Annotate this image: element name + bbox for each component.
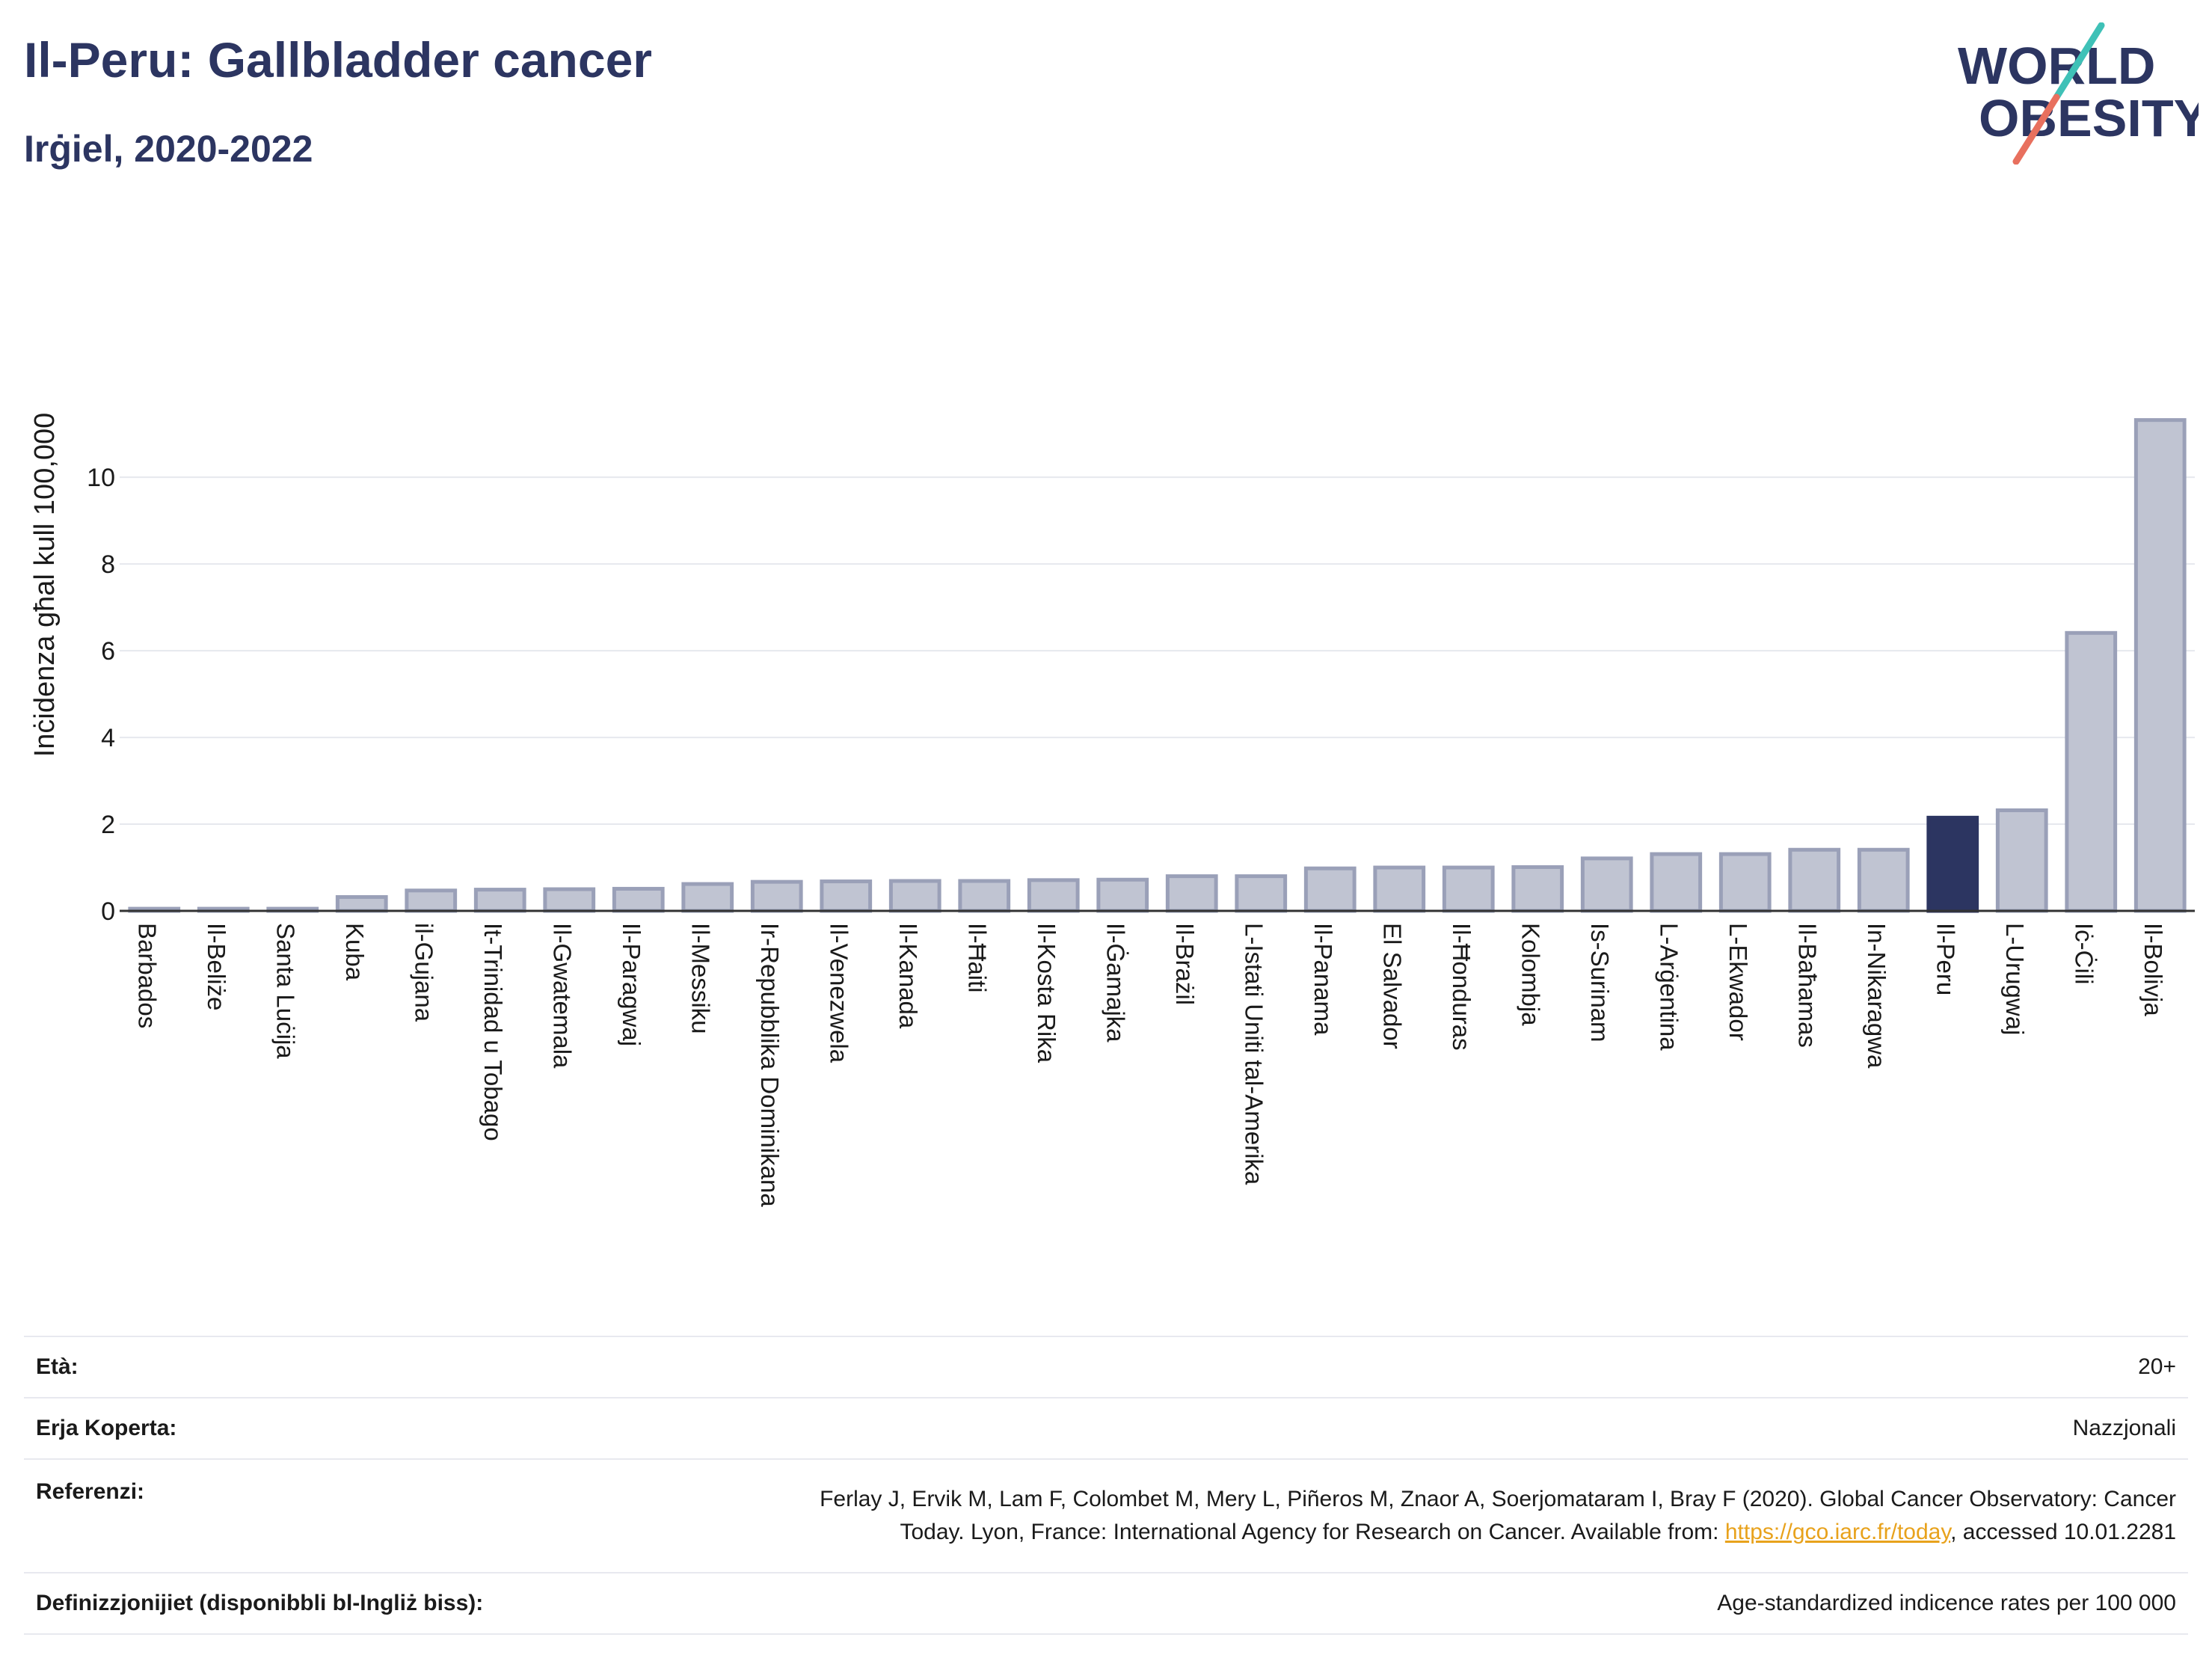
- y-tick-label: 10: [87, 464, 115, 492]
- meta-coverage-label: Erja Koperta:: [24, 1397, 575, 1460]
- bar-3: [335, 894, 388, 913]
- reference-link[interactable]: https://gco.iarc.fr/today: [1724, 1520, 1951, 1544]
- reference-text-3: , accessed 10.01.2281: [1950, 1520, 2176, 1544]
- x-tick-label: In-Nikaragwa: [1863, 923, 1890, 1069]
- x-tick-label: L-Arġentina: [1656, 923, 1683, 1051]
- y-tick-label: 0: [101, 897, 115, 926]
- bar-19: [1442, 865, 1495, 913]
- y-axis-label: Inċidenza għal kull 100,000: [29, 413, 61, 758]
- x-tick-label: Il-Paragwaj: [618, 923, 645, 1046]
- meta-coverage-value: Nazzjonali: [574, 1397, 2188, 1460]
- bar-18: [1373, 865, 1426, 913]
- bar-29: [2133, 418, 2187, 913]
- x-tick-label: Il-Brażil: [1171, 923, 1199, 1005]
- x-tick-label: It-Trinidad u Tobago: [479, 923, 507, 1141]
- x-tick-label: Il-Kanada: [894, 923, 922, 1029]
- bar-14: [1096, 877, 1149, 913]
- x-tick-label: Barbados: [134, 923, 162, 1028]
- x-tick-label: Kuba: [341, 923, 369, 981]
- bar-20: [1511, 865, 1564, 913]
- x-tick-label: Il-Gwatemala: [549, 923, 577, 1069]
- logo-slash-teal: [2053, 22, 2105, 101]
- bar-26: [1926, 815, 1979, 913]
- bar-5: [473, 888, 526, 913]
- bar-8: [681, 882, 734, 913]
- bar-16: [1235, 874, 1288, 913]
- logo-text-obesity: OBESITY: [1979, 89, 2199, 147]
- bar-15: [1165, 874, 1218, 913]
- bar-27: [1995, 808, 2048, 913]
- logo-text-world: WORLD: [1958, 37, 2155, 95]
- x-tick-label: Il-Ħaiti: [964, 923, 992, 993]
- x-tick-label: Is-Surinam: [1586, 923, 1614, 1043]
- bar-13: [1027, 878, 1080, 913]
- meta-age-label: Età:: [24, 1336, 575, 1398]
- x-tick-label: Ir-Repubblika Dominikana: [756, 923, 784, 1207]
- bar-6: [543, 887, 596, 913]
- grid-lines: [120, 476, 2195, 826]
- bar-chart: 0 2 4 6 8 10 Barbados Il-Beliże Santa Luċija Kub…: [29, 413, 2195, 1207]
- x-tick-label: L-Ekwador: [1724, 923, 1752, 1041]
- bar-17: [1303, 866, 1357, 913]
- x-tick-label: Il-Venezwela: [826, 923, 853, 1063]
- meta-row-age: Età: 20+: [24, 1336, 2188, 1398]
- bar-28: [2065, 630, 2118, 913]
- bar-9: [750, 879, 803, 913]
- x-tick-label: Iċ-Ċili: [2071, 923, 2098, 984]
- x-tick-label: El Salvador: [1379, 923, 1407, 1049]
- y-tick-label: 6: [101, 637, 115, 666]
- x-tick-label: Il-Panama: [1309, 923, 1337, 1036]
- meta-row-definitions: Definizzjonijiet (disponibbli bl-Ingliż …: [24, 1572, 2188, 1635]
- bar-24: [1788, 847, 1841, 913]
- bar-23: [1718, 852, 1772, 913]
- bar-4: [405, 888, 458, 913]
- x-tick-label: Il-Ġamajka: [1102, 923, 1130, 1043]
- page-title: Il-Peru: Gallbladder cancer: [24, 32, 652, 87]
- meta-reference-value: Ferlay J, Ervik M, Lam F, Colombet M, Me…: [574, 1458, 2188, 1573]
- logo-slash-coral: [2012, 93, 2060, 165]
- page-subtitle: Irġiel, 2020-2022: [24, 128, 313, 170]
- x-tick-label: L-Urugwaj: [2001, 923, 2029, 1035]
- x-tick-label: Il-Bolivja: [2139, 923, 2167, 1016]
- y-tick-labels: 0 2 4 6 8 10: [87, 464, 115, 926]
- x-tick-label: Kolombja: [1517, 923, 1545, 1026]
- bar-21: [1580, 856, 1633, 913]
- metadata-table: Età: 20+ Erja Koperta: Nazzjonali Refere…: [24, 1336, 2188, 1635]
- x-tick-label: il-Gujana: [411, 923, 438, 1022]
- x-tick-label: Santa Luċija: [272, 923, 300, 1059]
- x-tick-label: Il-Peru: [1932, 923, 1960, 995]
- meta-reference-label: Referenzi:: [24, 1458, 575, 1573]
- reference-text-1: Ferlay J, Ervik M, Lam F, Colombet M, Me…: [820, 1487, 2176, 1511]
- x-tick-label: Il-Baħamas: [1794, 923, 1822, 1048]
- bar-10: [820, 879, 873, 913]
- meta-age-value: 20+: [574, 1336, 2188, 1398]
- x-tick-label: L-Istati Uniti tal-Amerika: [1241, 923, 1268, 1185]
- x-tick-label: Il-Kosta Rika: [1033, 923, 1060, 1063]
- y-tick-label: 2: [101, 811, 115, 839]
- y-tick-label: 8: [101, 550, 115, 579]
- bar-7: [612, 886, 665, 913]
- y-tick-label: 4: [101, 724, 115, 752]
- bar-12: [958, 879, 1011, 913]
- meta-definitions-value: Age-standardized indicence rates per 100…: [574, 1572, 2188, 1635]
- x-tick-label: Il-Beliże: [203, 923, 230, 1010]
- bar-11: [888, 879, 941, 913]
- world-obesity-logo: WORLD OBESITY: [1958, 22, 2199, 165]
- x-tick-label: Il-Ħonduras: [1448, 923, 1475, 1051]
- meta-row-reference: Referenzi: Ferlay J, Ervik M, Lam F, Col…: [24, 1458, 2188, 1573]
- x-tick-label: Il-Messiku: [687, 923, 715, 1034]
- bar-22: [1650, 852, 1703, 913]
- bar-25: [1857, 847, 1910, 913]
- x-tick-labels: Barbados Il-Beliże Santa Luċija Kuba il-Guja…: [134, 923, 2168, 1207]
- bars: [128, 418, 2187, 913]
- reference-text-2: Today. Lyon, France: International Agenc…: [900, 1520, 1725, 1544]
- meta-row-coverage: Erja Koperta: Nazzjonali: [24, 1397, 2188, 1460]
- meta-definitions-label: Definizzjonijiet (disponibbli bl-Ingliż …: [24, 1572, 575, 1635]
